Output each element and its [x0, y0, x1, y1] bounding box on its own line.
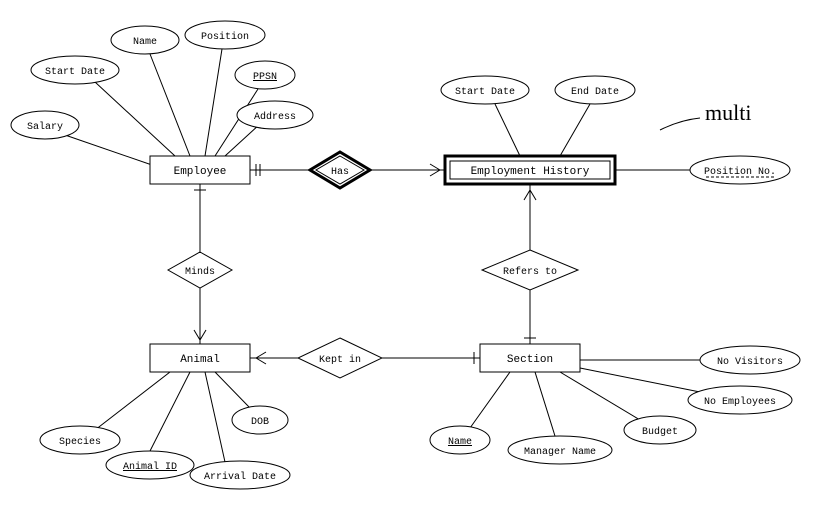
- attr-eh-start-date: Start Date: [441, 76, 529, 104]
- edges: [200, 170, 530, 358]
- attr-manager-name: Manager Name: [508, 436, 612, 464]
- svg-text:No Visitors: No Visitors: [717, 356, 783, 368]
- rel-has: Has: [310, 152, 370, 188]
- svg-text:Section: Section: [507, 354, 553, 366]
- svg-text:Animal: Animal: [180, 354, 220, 366]
- attributes: Start Date Name Position PPSN Address Sa…: [11, 21, 800, 489]
- er-diagram: Start Date Name Position PPSN Address Sa…: [0, 0, 830, 511]
- svg-text:Animal ID: Animal ID: [123, 461, 177, 473]
- svg-text:Name: Name: [133, 37, 157, 48]
- rel-kept-in: Kept in: [298, 338, 382, 378]
- svg-text:multi: multi: [705, 100, 751, 125]
- rel-minds: Minds: [168, 252, 232, 288]
- svg-text:Position: Position: [201, 31, 249, 43]
- svg-text:Species: Species: [59, 436, 101, 448]
- attr-no-visitors: No Visitors: [700, 346, 800, 374]
- svg-text:Kept in: Kept in: [319, 354, 361, 366]
- attr-eh-end-date: End Date: [555, 76, 635, 104]
- entity-employee: Employee: [150, 156, 250, 184]
- entity-employment-history: Employment History: [445, 156, 615, 184]
- attr-section-name: Name: [430, 426, 490, 454]
- attr-position-no: Position No.: [690, 156, 790, 184]
- svg-text:Budget: Budget: [642, 426, 678, 438]
- svg-text:Manager Name: Manager Name: [524, 447, 596, 458]
- svg-text:Address: Address: [254, 111, 296, 123]
- svg-text:Minds: Minds: [185, 266, 215, 278]
- svg-text:Start Date: Start Date: [45, 67, 105, 78]
- attr-salary: Salary: [11, 111, 79, 139]
- svg-text:Employee: Employee: [174, 166, 227, 178]
- attribute-edges: [65, 49, 702, 462]
- attr-arrival-date: Arrival Date: [190, 461, 290, 489]
- svg-text:Employment History: Employment History: [471, 166, 590, 178]
- attr-no-employees: No Employees: [688, 386, 792, 414]
- handwritten-annotation: multi: [660, 100, 751, 130]
- svg-text:Salary: Salary: [27, 121, 63, 133]
- svg-text:End Date: End Date: [571, 86, 619, 98]
- attr-address: Address: [237, 101, 313, 129]
- svg-text:Refers to: Refers to: [503, 266, 557, 278]
- attr-name: Name: [111, 26, 179, 54]
- attr-position: Position: [185, 21, 265, 49]
- attr-budget: Budget: [624, 416, 696, 444]
- svg-text:No Employees: No Employees: [704, 396, 776, 408]
- attr-ppsn: PPSN: [235, 61, 295, 89]
- svg-text:Has: Has: [331, 167, 349, 178]
- svg-text:Position No.: Position No.: [704, 166, 776, 178]
- cardinality-marks: [194, 164, 536, 364]
- svg-text:Name: Name: [448, 437, 472, 448]
- svg-text:Start Date: Start Date: [455, 87, 515, 98]
- svg-text:PPSN: PPSN: [253, 72, 277, 83]
- rel-refers-to: Refers to: [482, 250, 578, 290]
- svg-text:DOB: DOB: [251, 417, 269, 428]
- attr-dob: DOB: [232, 406, 288, 434]
- attr-start-date: Start Date: [31, 56, 119, 84]
- attr-animal-id: Animal ID: [106, 451, 194, 479]
- svg-text:Arrival Date: Arrival Date: [204, 471, 276, 483]
- attr-species: Species: [40, 426, 120, 454]
- entity-section: Section: [480, 344, 580, 372]
- entity-animal: Animal: [150, 344, 250, 372]
